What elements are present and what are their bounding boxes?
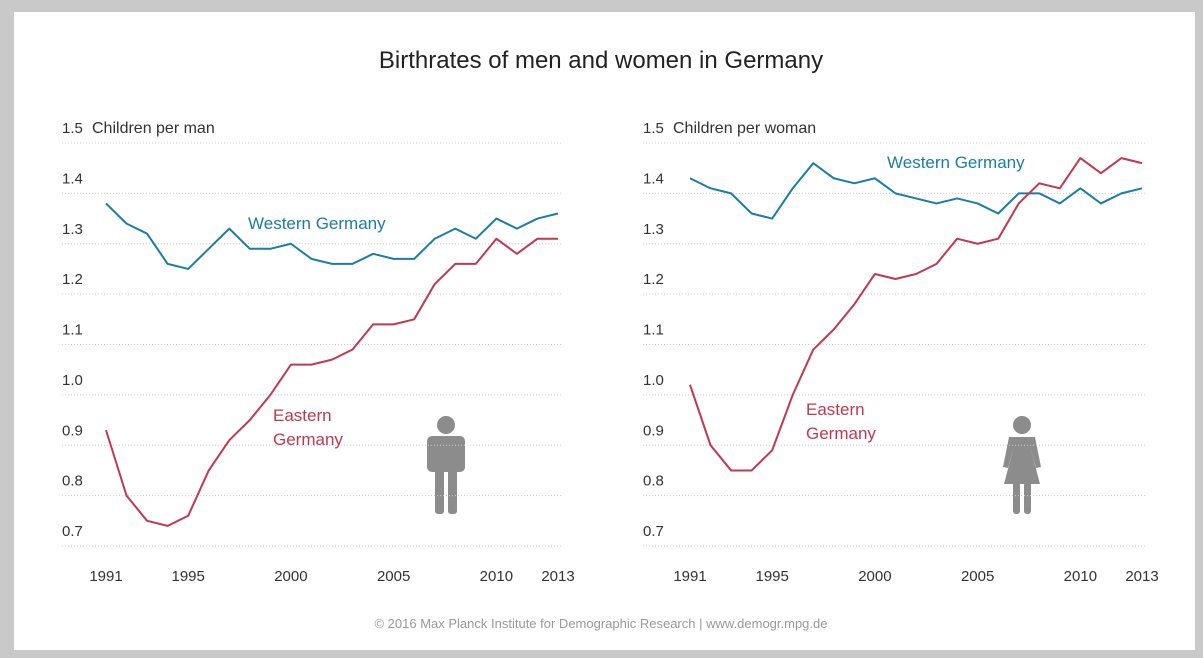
y-tick-label: 1.5 <box>62 120 83 137</box>
y-tick-label: 0.9 <box>62 422 83 439</box>
chart-title: Birthrates of men and women in Germany <box>379 47 823 74</box>
y-tick-label: 0.7 <box>62 523 83 540</box>
series-label: Eastern Germany <box>273 406 343 449</box>
y-axis-label: Children per woman <box>673 120 816 137</box>
x-tick-label: 2013 <box>541 568 574 585</box>
panel-background <box>14 12 1195 650</box>
x-tick-label: 2010 <box>480 568 513 585</box>
x-tick-label: 1991 <box>89 568 122 585</box>
y-axis-label: Children per man <box>92 120 215 137</box>
y-tick-label: 1.5 <box>643 120 664 137</box>
x-tick-label: 2010 <box>1064 568 1097 585</box>
y-tick-label: 0.7 <box>643 523 664 540</box>
y-tick-label: 0.8 <box>62 473 83 490</box>
y-tick-label: 1.4 <box>62 170 83 187</box>
y-tick-label: 1.3 <box>62 221 83 238</box>
y-tick-label: 0.9 <box>643 422 664 439</box>
series-label: Western Germany <box>248 214 386 233</box>
x-tick-label: 2000 <box>274 568 307 585</box>
woman-icon <box>1003 416 1041 514</box>
x-tick-label: 2000 <box>858 568 891 585</box>
man-icon <box>427 416 465 514</box>
x-tick-label: 1991 <box>673 568 706 585</box>
footer: © 2016 Max Planck Institute for Demograp… <box>374 616 827 631</box>
y-tick-label: 1.2 <box>62 271 83 288</box>
y-tick-label: 1.1 <box>643 322 664 339</box>
line-series <box>689 157 1143 472</box>
y-tick-label: 1.3 <box>643 221 664 238</box>
series-label: Western Germany <box>887 153 1025 172</box>
x-tick-label: 2005 <box>377 568 410 585</box>
x-tick-label: 1995 <box>171 568 204 585</box>
y-tick-label: 1.1 <box>62 322 83 339</box>
y-tick-label: 1.4 <box>643 170 664 187</box>
y-tick-label: 1.2 <box>643 271 664 288</box>
x-tick-label: 2005 <box>961 568 994 585</box>
y-tick-label: 1.0 <box>62 372 83 389</box>
line-series <box>689 162 1143 220</box>
x-tick-label: 2013 <box>1125 568 1158 585</box>
y-tick-label: 1.0 <box>643 372 664 389</box>
line-series <box>105 237 558 527</box>
series-label: Eastern Germany <box>806 400 876 443</box>
line-series <box>105 202 559 270</box>
x-tick-label: 1995 <box>755 568 788 585</box>
y-tick-label: 0.8 <box>643 473 664 490</box>
